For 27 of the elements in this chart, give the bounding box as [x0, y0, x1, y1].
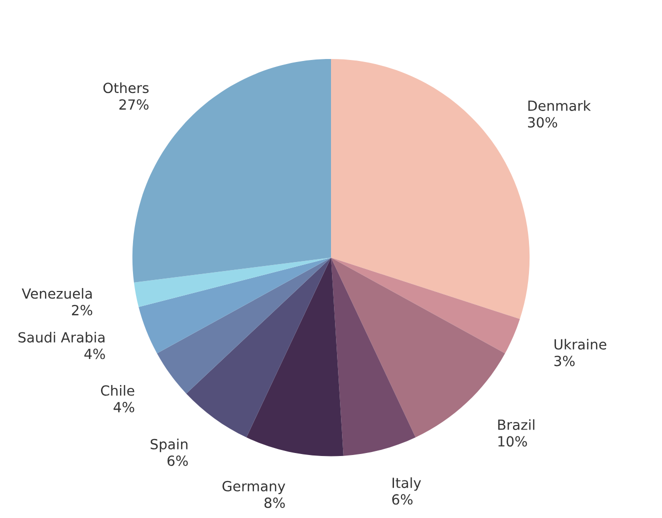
pie-slice — [156, 258, 331, 394]
pie-slice — [134, 258, 331, 308]
pie-slice — [246, 258, 344, 456]
slice-label: Spain — [150, 438, 188, 452]
data-label: 30% — [528, 117, 558, 128]
slice-label: Saudi Arabia — [18, 332, 104, 343]
data-label: 27% — [119, 99, 148, 110]
slice-label: Venezuela — [22, 288, 92, 299]
slice-label: Germany — [222, 480, 286, 494]
slice-label: Others — [103, 82, 149, 94]
slice-label: Ukraine — [554, 338, 606, 350]
data-label: 10% — [498, 436, 527, 447]
data-label: 6% — [392, 494, 413, 505]
data-label: 6% — [168, 456, 188, 466]
slice-label: Chile — [100, 385, 134, 396]
data-label: 2% — [72, 304, 92, 316]
pie-slice — [331, 59, 530, 320]
data-label: 4% — [114, 402, 134, 412]
data-label: 3% — [554, 356, 575, 366]
pie-slice — [186, 258, 331, 438]
data-label: 8% — [264, 497, 285, 508]
data-label: 4% — [84, 348, 105, 360]
slice-label: Italy — [392, 477, 421, 491]
slice-label: Denmark — [528, 100, 591, 111]
pie-slice — [331, 258, 520, 354]
pie-slice — [331, 258, 416, 456]
slice-label: Brazil — [498, 419, 534, 430]
